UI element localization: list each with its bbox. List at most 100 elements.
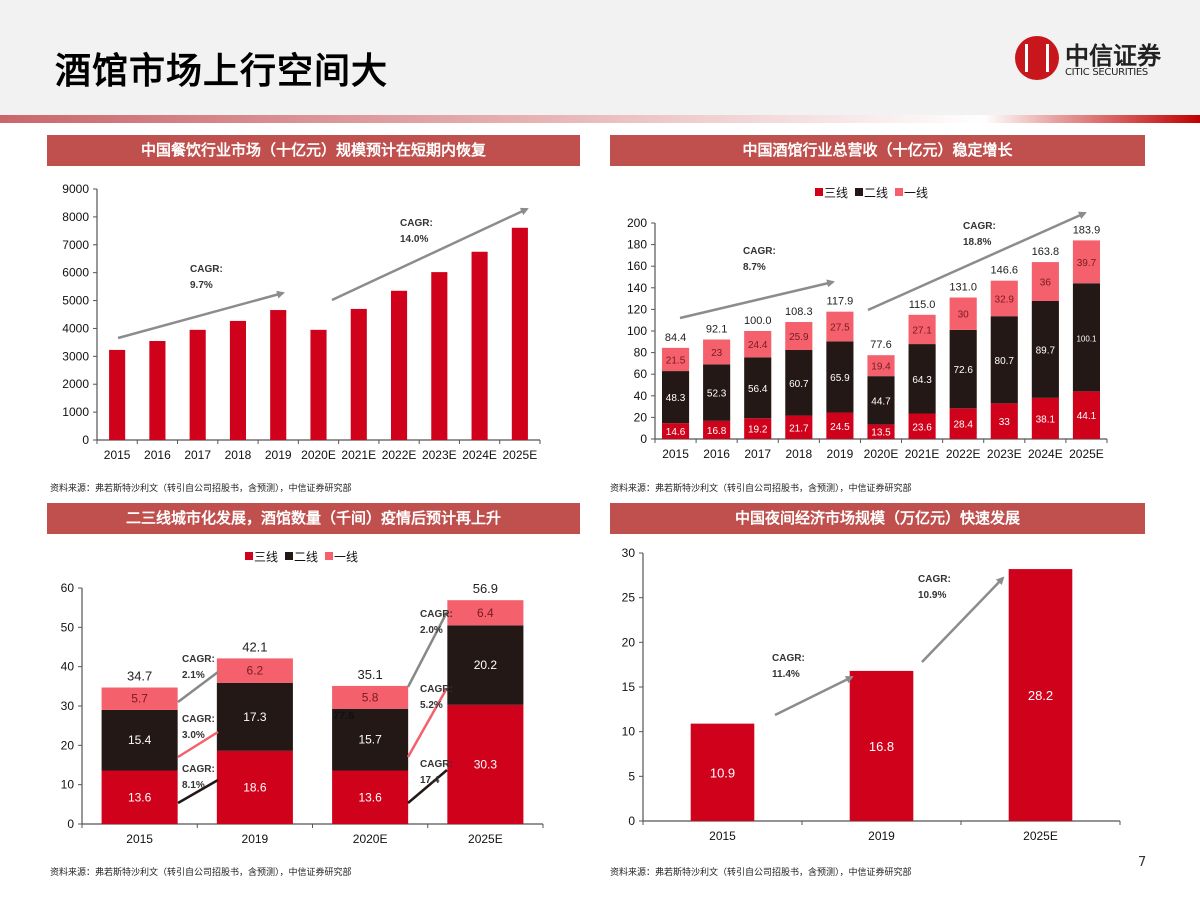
x-tick-label: 2018 [785,447,812,461]
data-label: 13.6 [358,790,382,804]
total-label: 131.0 [949,282,977,294]
data-label: 25.9 [789,332,809,343]
bar-segment-一线 [785,322,813,351]
data-label: 23.6 [912,422,932,433]
y-tick-label: 180 [627,238,647,252]
cagr-label: CAGR: [190,264,223,275]
legend-swatch [855,188,863,196]
data-label: 6.2 [247,664,264,678]
bar [310,329,327,440]
cagr-arrow [177,671,219,703]
y-tick-label: 15 [622,680,636,694]
data-label: 6.4 [477,606,494,620]
panel-title-night-economy: 中国夜间经济市场规模（万亿元）快速发展 [610,503,1145,534]
cagr-value: 3.0% [182,730,205,741]
bar [350,308,367,440]
x-tick-label: 2022E [382,448,417,462]
legend-label: 二线 [294,550,318,564]
data-label: 16.8 [869,739,894,754]
bar-segment-二线 [101,709,178,771]
logo-text-en: CITIC SECURITIES [1065,67,1148,78]
legend-swatch [325,552,333,560]
x-tick-label: 2015 [126,832,153,846]
bar [1008,569,1073,821]
bar-segment-二线 [908,344,936,414]
total-label: 84.4 [665,332,686,344]
bar-segment-三线 [1072,391,1101,439]
y-tick-label: 4000 [62,321,89,335]
y-tick-label: 0 [640,432,647,446]
bar-segment-三线 [1031,397,1059,439]
legend-label: 二线 [864,186,888,200]
x-tick-label: 2024E [1028,447,1063,461]
data-label: 18.6 [243,780,267,794]
cagr-arrow [177,778,219,805]
total-label: 35.1 [357,667,382,682]
y-tick-label: 60 [61,581,75,595]
data-label: 21.7 [789,423,809,434]
legend-swatch [285,552,293,560]
x-tick-label: 2020E [301,448,336,462]
y-tick-label: 3000 [62,349,89,363]
cagr-label: CAGR: [772,653,805,664]
total-label: 42.1 [242,639,267,654]
bar-segment-一线 [661,347,690,372]
data-label: 15.7 [358,733,382,747]
cagr-label: CAGR: [420,684,453,695]
y-tick-label: 1000 [62,405,89,419]
data-label: 39.7 [1077,258,1097,269]
data-label: 80.7 [995,356,1015,367]
data-label: 24.4 [748,340,768,351]
cagr-label: CAGR: [918,574,951,585]
y-tick-label: 10 [61,778,75,792]
cagr-arrow [406,687,449,758]
x-tick-label: 2017 [184,448,211,462]
data-label: 48.3 [666,393,686,404]
cagr-arrow [921,576,1005,663]
bar-segment-一线 [949,297,977,330]
cagr-value: 17.4 [420,775,440,786]
total-label: 117.9 [827,296,854,308]
bar-segment-二线 [1031,300,1059,398]
bar-segment-三线 [216,750,293,824]
data-label: 33 [999,417,1011,428]
total-label: 146.6 [991,265,1019,277]
data-label: 15.4 [128,733,152,747]
legend-label: 三线 [254,550,278,564]
total-label: 34.7 [127,669,152,684]
data-label: 28.2 [1028,688,1053,703]
y-tick-label: 6000 [62,266,89,280]
chart-4: 0 5 10 15 20 25 30 2015 2019 2025E 10.9 16.8 28.2 [622,546,1121,843]
cagr-arrow [679,279,835,320]
y-tick-label: 20 [634,410,648,424]
bar-segment-三线 [101,770,178,824]
bar [149,340,166,440]
bar-segment-三线 [744,418,772,439]
cagr-label: CAGR: [400,218,433,229]
panel-title-restaurant-market: 中国餐饮行业市场（十亿元）规模预计在短期内恢复 [47,135,580,166]
stray-label: 77.6 [333,710,354,722]
x-tick-label: 2015 [709,829,736,843]
bar [511,227,528,440]
data-label: 19.2 [748,425,768,436]
data-label: 56.4 [748,384,768,395]
source-note: 资料来源：弗若斯特沙利文（转引自公司招股书，含预测），中信证券研究部 [50,868,352,878]
y-tick-label: 200 [627,216,647,230]
legend-label: 一线 [334,550,358,564]
bar-segment-三线 [703,420,731,439]
x-tick-label: 2020E [864,447,899,461]
cagr-label: CAGR: [182,714,215,725]
data-label: 21.5 [666,355,686,366]
bar-segment-一线 [867,355,895,377]
cagr-value: 10.9% [918,590,946,601]
bar-segment-一线 [908,314,936,345]
bar-segment-一线 [216,658,293,683]
x-tick-label: 2020E [353,832,388,846]
y-tick-label: 30 [622,546,636,560]
x-tick-label: 2019 [827,447,854,461]
cagr-label: CAGR: [420,759,453,770]
x-tick-label: 2019 [868,829,895,843]
legend-label: 三线 [824,186,848,200]
cagr-label: CAGR: [963,221,996,232]
data-label: 20.2 [474,658,498,672]
